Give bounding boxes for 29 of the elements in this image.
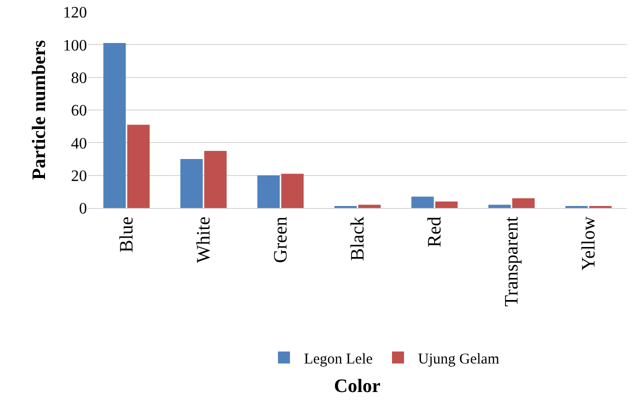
- bar: [103, 43, 126, 208]
- bar: [488, 204, 511, 208]
- bar: [512, 198, 535, 208]
- bar: [435, 201, 458, 208]
- x-axis-title: Color: [334, 376, 381, 397]
- bar: [180, 159, 203, 208]
- x-tick-label: Red: [424, 216, 446, 248]
- y-tick-label: 20: [71, 168, 87, 185]
- x-tick-label: Green: [270, 216, 292, 264]
- x-tick-label: Yellow: [578, 216, 600, 271]
- legend-label: Ujung Gelam: [418, 351, 500, 368]
- y-tick-label: 0: [79, 200, 87, 218]
- y-tick-label: 60: [71, 102, 87, 120]
- x-tick-label: White: [194, 216, 215, 264]
- bar: [358, 204, 381, 208]
- y-tick-label: 120: [63, 4, 87, 22]
- bar: [127, 124, 150, 208]
- legend-label: Legon Lele: [304, 351, 374, 368]
- y-tick-label: 40: [71, 135, 87, 152]
- bar: [411, 196, 434, 208]
- x-tick-label: Transparent: [502, 216, 523, 307]
- y-tick-label: 100: [63, 37, 87, 54]
- x-tick-label: Black: [348, 216, 369, 261]
- bar: [281, 174, 304, 208]
- bar: [204, 150, 227, 208]
- bar: [257, 175, 280, 208]
- y-axis-title: Particle numbers: [28, 40, 50, 180]
- y-tick-label: 80: [71, 70, 87, 87]
- x-tick-label: Blue: [116, 216, 138, 252]
